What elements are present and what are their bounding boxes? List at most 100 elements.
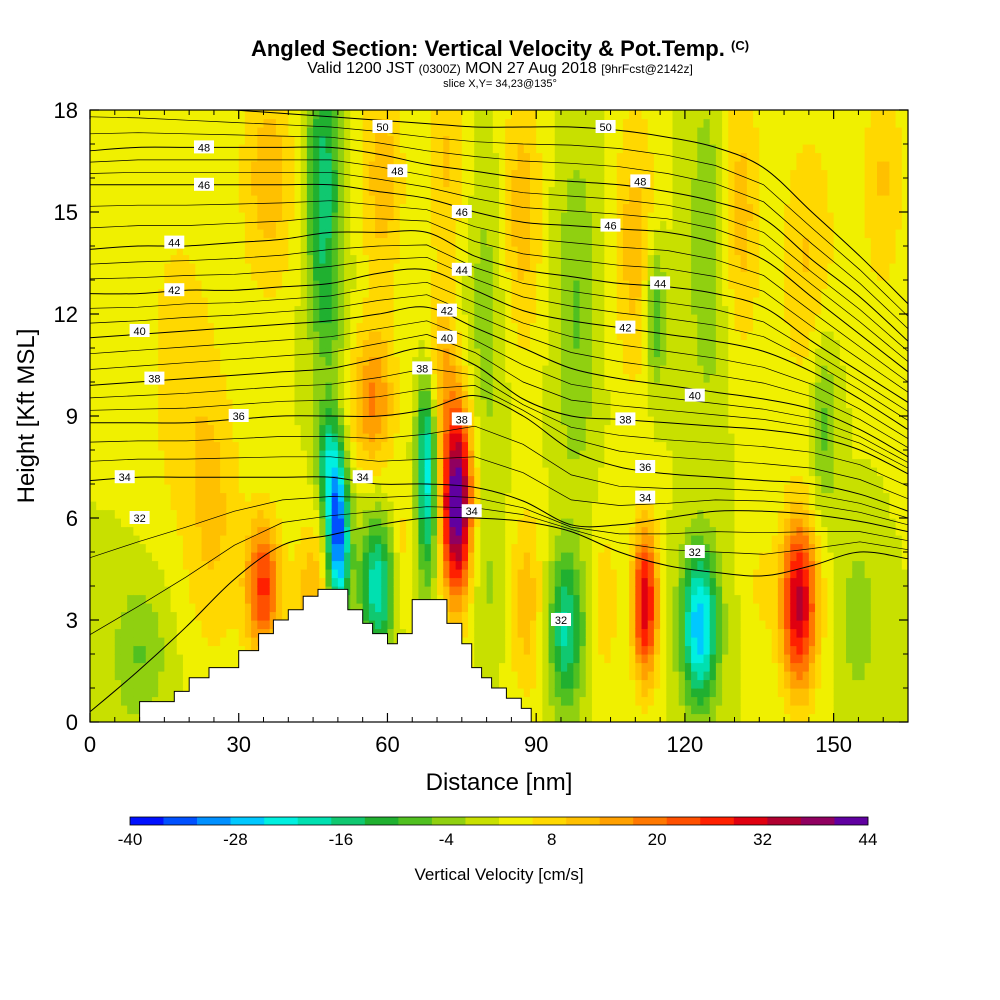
velocity-cell (511, 135, 519, 145)
velocity-cell (406, 569, 413, 579)
velocity-cell (368, 611, 376, 621)
velocity-cell (375, 424, 382, 434)
velocity-cell (406, 271, 413, 281)
velocity-cell (139, 152, 147, 162)
velocity-cell (108, 135, 116, 145)
velocity-cell (356, 152, 364, 162)
velocity-cell (406, 314, 413, 324)
velocity-cell (108, 161, 116, 171)
velocity-cell (96, 603, 103, 613)
velocity-cell (139, 467, 147, 477)
velocity-cell (399, 271, 407, 281)
velocity-cell (325, 186, 333, 196)
velocity-cell (232, 475, 240, 485)
velocity-cell (288, 373, 296, 383)
velocity-cell (164, 424, 172, 434)
velocity-cell (505, 246, 512, 256)
velocity-cell (170, 509, 178, 519)
velocity-cell (201, 169, 209, 179)
velocity-cell (437, 135, 444, 145)
velocity-cell (300, 127, 308, 137)
velocity-cell (269, 118, 277, 128)
velocity-cell (201, 620, 209, 630)
velocity-cell (424, 586, 432, 596)
velocity-cell (213, 637, 221, 647)
velocity-cell (288, 220, 296, 230)
velocity-cell (257, 543, 265, 553)
velocity-cell (393, 518, 401, 528)
velocity-cell (325, 237, 333, 247)
velocity-cell (480, 645, 488, 655)
velocity-cell (195, 365, 203, 375)
velocity-cell (393, 458, 401, 468)
velocity-cell (189, 569, 196, 579)
velocity-cell (244, 305, 252, 315)
velocity-cell (189, 322, 196, 332)
velocity-cell (455, 484, 463, 494)
velocity-cell (492, 569, 500, 579)
velocity-cell (480, 297, 488, 307)
velocity-cell (393, 611, 401, 621)
velocity-cell (387, 552, 395, 562)
velocity-cell (182, 637, 190, 647)
velocity-cell (90, 390, 97, 400)
velocity-cell (412, 297, 420, 307)
velocity-cell (288, 458, 296, 468)
velocity-cell (430, 118, 438, 128)
velocity-cell (120, 229, 128, 239)
velocity-cell (375, 560, 382, 570)
velocity-cell (220, 331, 227, 341)
velocity-cell (344, 382, 351, 392)
velocity-cell (344, 535, 351, 545)
velocity-cell (480, 212, 488, 222)
velocity-cell (368, 195, 376, 205)
velocity-cell (356, 356, 364, 366)
velocity-cell (213, 492, 221, 502)
velocity-cell (238, 603, 246, 613)
velocity-cell (275, 518, 283, 528)
velocity-cell (158, 441, 165, 451)
velocity-cell (108, 356, 116, 366)
velocity-cell (133, 424, 141, 434)
velocity-cell (356, 110, 364, 120)
velocity-cell (393, 390, 401, 400)
velocity-cell (418, 433, 426, 443)
velocity-cell (375, 552, 382, 562)
velocity-cell (257, 186, 265, 196)
velocity-cell (486, 424, 494, 434)
chart-title-unit: (C) (731, 38, 750, 53)
velocity-cell (90, 620, 97, 630)
velocity-cell (449, 560, 457, 570)
velocity-cell (393, 535, 401, 545)
velocity-cell (468, 237, 475, 247)
velocity-cell (288, 441, 296, 451)
velocity-cell (362, 382, 370, 392)
velocity-cell (412, 594, 420, 604)
velocity-cell (133, 263, 141, 273)
velocity-cell (418, 458, 426, 468)
velocity-cell (393, 586, 401, 596)
velocity-cell (486, 484, 494, 494)
velocity-cell (486, 433, 494, 443)
velocity-cell (139, 586, 147, 596)
velocity-cell (288, 161, 296, 171)
velocity-cell (257, 424, 265, 434)
velocity-cell (207, 484, 215, 494)
velocity-cell (319, 509, 327, 519)
velocity-cell (201, 416, 209, 426)
velocity-cell (220, 297, 227, 307)
velocity-cell (356, 297, 364, 307)
velocity-cell (238, 186, 246, 196)
velocity-cell (294, 441, 302, 451)
velocity-cell (226, 382, 234, 392)
velocity-cell (238, 560, 246, 570)
velocity-cell (282, 518, 289, 528)
velocity-cell (294, 382, 302, 392)
velocity-cell (412, 254, 420, 264)
velocity-cell (387, 280, 395, 290)
velocity-cell (387, 110, 395, 120)
velocity-cell (244, 509, 252, 519)
velocity-cell (189, 144, 196, 154)
velocity-cell (207, 314, 215, 324)
velocity-cell (511, 203, 519, 213)
